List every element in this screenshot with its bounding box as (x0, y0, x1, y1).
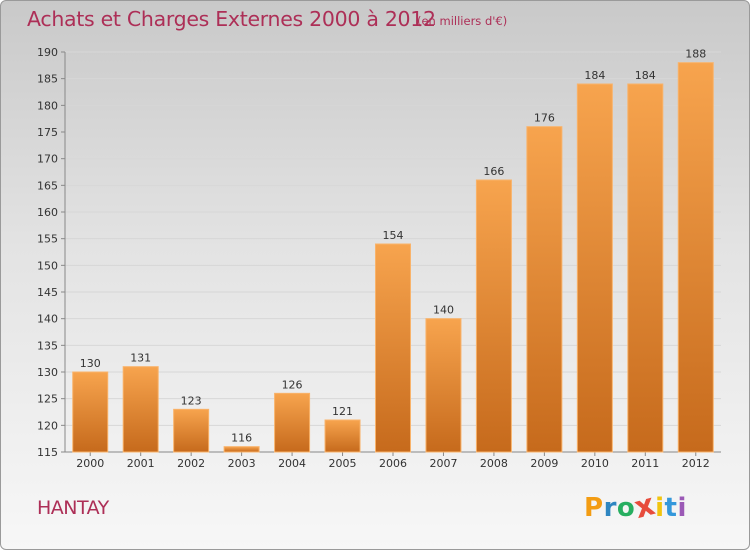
logo-letter: P (584, 493, 604, 523)
bars (72, 62, 714, 453)
x-tick-label: 2010 (581, 457, 609, 470)
bar-2001 (122, 366, 159, 453)
data-label-2008: 166 (483, 165, 504, 178)
y-tick-label: 120 (37, 419, 58, 432)
data-label-2007: 140 (433, 304, 454, 317)
logo-letter: o (616, 493, 636, 523)
y-tick-label: 135 (37, 339, 58, 352)
y-tick-label: 130 (37, 366, 58, 379)
bar-2005 (324, 419, 361, 453)
bar-2006 (375, 243, 411, 453)
x-tick-label: 2008 (480, 457, 508, 470)
x-tick-label: 2002 (177, 457, 205, 470)
x-tick-label: 2009 (530, 457, 558, 470)
y-tick-label: 175 (37, 126, 58, 139)
x-tick-label: 2011 (631, 457, 659, 470)
data-label-2005: 121 (332, 405, 353, 418)
commune-name: HANTAY (37, 497, 109, 519)
bar-2008 (475, 179, 512, 453)
x-tick-label: 2004 (278, 457, 306, 470)
chart-subtitle: (en milliers d'€) (417, 14, 508, 28)
data-label-2000: 130 (80, 357, 101, 370)
data-label-2003: 116 (231, 432, 252, 445)
y-tick-label: 165 (37, 179, 58, 192)
proxiti-logo[interactable]: Proxiti (584, 487, 687, 526)
bar-2000 (72, 371, 109, 453)
x-tick-label: 2000 (76, 457, 104, 470)
x-tick-label: 2012 (682, 457, 710, 470)
y-tick-label: 160 (37, 206, 58, 219)
x-tick-label: 2006 (379, 457, 407, 470)
y-tick-label: 185 (37, 73, 58, 86)
data-label-2010: 184 (584, 69, 605, 82)
bar-2004 (274, 392, 311, 453)
bar-2010 (576, 83, 613, 453)
data-label-2004: 126 (282, 378, 303, 391)
bar-2011 (627, 83, 664, 453)
x-tick-label: 2001 (127, 457, 155, 470)
x-tick-label: 2005 (329, 457, 357, 470)
logo-letter: t (664, 493, 678, 523)
x-tick-label: 2003 (228, 457, 256, 470)
logo-letter: r (603, 493, 617, 523)
y-tick-label: 115 (37, 446, 58, 459)
data-label-2011: 184 (635, 69, 656, 82)
y-tick-label: 140 (37, 313, 58, 326)
data-label-2012: 188 (685, 48, 706, 61)
bar-2009 (526, 126, 563, 453)
y-tick-label: 125 (37, 393, 58, 406)
y-tick-label: 155 (37, 233, 58, 246)
y-tick-label: 170 (37, 153, 58, 166)
data-label-2006: 154 (383, 229, 404, 242)
labels: 115 120 125 130 135 140 145 150 155 160 165 170 175 1… (37, 46, 710, 470)
data-label-2001: 131 (130, 352, 151, 365)
y-tick-label: 145 (37, 286, 58, 299)
bar-2012 (677, 62, 714, 453)
y-tick-label: 180 (37, 99, 58, 112)
x-tick-label: 2007 (429, 457, 457, 470)
bar-2002 (173, 408, 210, 453)
logo-letter: i (677, 493, 687, 523)
bar-2007 (425, 318, 462, 453)
bar-2003 (223, 446, 260, 453)
data-label-2009: 176 (534, 112, 555, 125)
data-label-2002: 123 (181, 394, 202, 407)
y-tick-label: 190 (37, 46, 58, 59)
chart-title: Achats et Charges Externes 2000 à 2012 (27, 7, 436, 31)
logo-letter: i (655, 493, 665, 523)
y-tick-label: 150 (37, 259, 58, 272)
